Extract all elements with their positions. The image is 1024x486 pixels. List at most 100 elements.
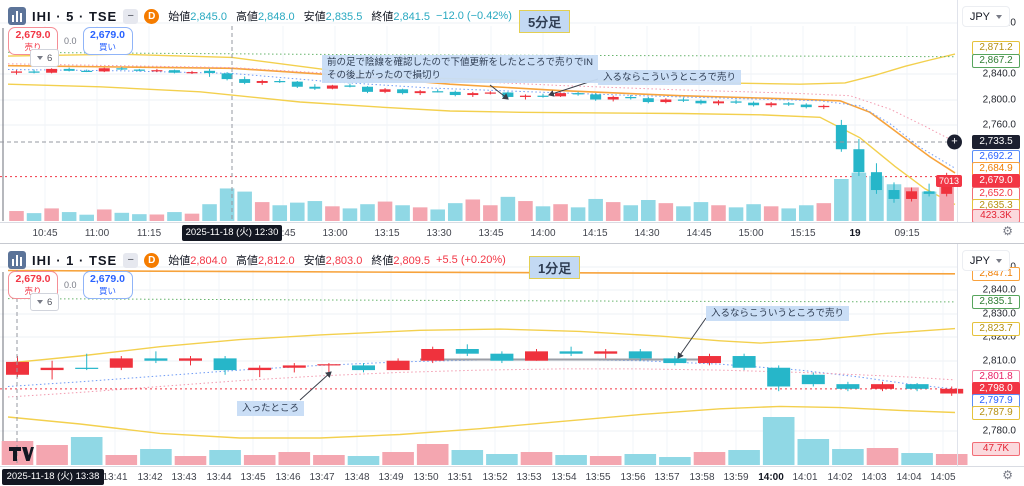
chart-panel-1min: 2,850.02,840.02,830.02,820.02,810.02,780…: [0, 243, 1024, 486]
price-tick: 2,760.0: [982, 119, 1016, 131]
ohlc-close: 終値2,809.5: [371, 255, 431, 267]
chevron-down-icon: [996, 258, 1002, 263]
symbol-title[interactable]: IHI · 5 · TSE: [32, 8, 118, 24]
indicators-collapse-pill[interactable]: 6: [30, 293, 60, 311]
volume-bars: [9, 172, 954, 221]
collapse-badge[interactable]: −: [123, 252, 139, 268]
symbol-legend: IHI · 1 · TSE − D 始値2,804.0 高値2,812.0 安値…: [8, 250, 506, 270]
time-label: 13:41: [102, 472, 128, 483]
currency-selector[interactable]: JPY: [961, 6, 1010, 27]
time-label: 14:04: [896, 472, 922, 483]
time-label: 13:59: [723, 472, 749, 483]
time-label: 13:47: [309, 472, 335, 483]
price-flag: 2,733.5: [972, 135, 1020, 149]
crosshair-time-badge: 2025-11-18 (火) 12:30: [182, 225, 282, 241]
ohlc-low: 安値2,835.5: [303, 11, 363, 23]
price-axis[interactable]: 2,850.02,840.02,830.02,820.02,810.02,780…: [957, 244, 1024, 466]
time-label: 14:15: [582, 228, 608, 239]
candlestick-chart-5min[interactable]: [0, 0, 1024, 243]
price-tick: 2,840.0: [982, 284, 1016, 296]
time-label: 13:51: [447, 472, 473, 483]
axis-settings-icon[interactable]: ⚙: [1002, 468, 1013, 482]
price-tick: 2,840.0: [982, 68, 1016, 80]
symbol-legend: IHI · 5 · TSE − D 始値2,845.0 高値2,848.0 安値…: [8, 6, 512, 26]
price-flag: 2,787.9: [972, 406, 1020, 420]
ma-green-dotted: [7, 298, 956, 303]
price-axis[interactable]: 2,920.02,840.02,800.02,760.02,871.22,867…: [935, 0, 1024, 223]
grid: [0, 266, 958, 465]
annotation-arrows: [299, 317, 707, 401]
grid: [0, 22, 958, 221]
time-label: 10:45: [32, 228, 58, 239]
time-label: 13:53: [516, 472, 542, 483]
time-label: 14:30: [634, 228, 660, 239]
band-lower-yellow: [7, 405, 956, 439]
time-label: 14:02: [827, 472, 853, 483]
time-label: 13:56: [620, 472, 646, 483]
price-flag: 2,871.2: [972, 41, 1020, 55]
axis-settings-icon[interactable]: ⚙: [1002, 224, 1013, 238]
annotation-note[interactable]: 前の足で陰線を確認したので下値更新をしたところで売りでIN その後上がったので損切…: [322, 55, 599, 83]
spread-value: 0.0: [64, 280, 77, 290]
order-widget: 2,679.0 売り 0.0 2,679.0 買い: [8, 27, 133, 55]
collapse-badge[interactable]: −: [123, 8, 139, 24]
time-label: 13:57: [654, 472, 680, 483]
ohlc-high: 高値2,848.0: [235, 11, 295, 23]
time-label: 13:49: [378, 472, 404, 483]
price-flag: 47.7K: [972, 442, 1020, 456]
time-label: 13:43: [171, 472, 197, 483]
price-tick: 2,800.0: [982, 94, 1016, 106]
symbol-code-tag: 7013: [935, 175, 962, 187]
crosshair: [0, 26, 958, 221]
time-label: 14:00: [530, 228, 556, 239]
interval-note-label[interactable]: 5分足: [519, 10, 571, 33]
currency-selector[interactable]: JPY: [961, 250, 1010, 271]
candles: [11, 66, 953, 203]
interval-d-badge[interactable]: D: [144, 8, 160, 24]
symbol-title[interactable]: IHI · 1 · TSE: [32, 252, 118, 268]
buy-button[interactable]: 2,679.0 買い: [82, 27, 133, 55]
time-label: 14:05: [930, 472, 956, 483]
candles: [6, 344, 964, 396]
time-label: 13:48: [344, 472, 370, 483]
buy-button[interactable]: 2,679.0 買い: [82, 271, 133, 299]
axis-plus-button[interactable]: +: [947, 134, 962, 150]
chart-panel-5min: 2,920.02,840.02,800.02,760.02,871.22,867…: [0, 0, 1024, 244]
time-label: 11:15: [136, 228, 162, 239]
annotation-note[interactable]: 入るならこういうところで売り: [598, 70, 742, 85]
annotation-note[interactable]: 入るならこういうところで売り: [706, 306, 850, 321]
time-label: 13:45: [240, 472, 266, 483]
candlestick-chart-1min[interactable]: [0, 244, 1024, 486]
time-label: 13:45: [478, 228, 504, 239]
time-label: 14:00: [758, 472, 784, 483]
time-label: 13:44: [206, 472, 232, 483]
price-tick: 2,810.0: [982, 355, 1016, 367]
chevron-down-icon: [37, 56, 43, 60]
time-label: 13:30: [426, 228, 452, 239]
tradingview-logo[interactable]: [8, 446, 34, 467]
ohlc-open: 始値2,804.0: [168, 255, 227, 267]
price-tick: 2,820.0: [982, 331, 1016, 343]
time-label: 13:58: [689, 472, 715, 483]
price-flag: 2,679.0: [972, 174, 1020, 188]
indicators-collapse-pill[interactable]: 6: [30, 49, 60, 67]
price-change: +5.5 (+0.20%): [436, 254, 506, 266]
interval-note-label[interactable]: 1分足: [529, 256, 581, 279]
ohlc-open: 始値2,845.0: [168, 11, 227, 23]
price-flag: 2,823.7: [972, 322, 1020, 336]
time-label: 13:54: [551, 472, 577, 483]
time-label: 11:00: [84, 228, 110, 239]
time-label: 12:45: [270, 228, 296, 239]
time-label: 13:50: [413, 472, 439, 483]
annotation-note[interactable]: 入ったところ: [237, 401, 305, 416]
time-label: 13:00: [322, 228, 348, 239]
time-label: 14:01: [792, 472, 818, 483]
time-axis[interactable]: 13:41 13:42 13:43 13:44 13:45 13:46 13:47 13:48…: [0, 466, 1024, 486]
price-flag: 423.3K: [972, 209, 1020, 223]
ohlc-close: 終値2,841.5: [371, 11, 431, 23]
chevron-down-icon: [996, 14, 1002, 19]
interval-d-badge[interactable]: D: [144, 252, 160, 268]
time-label: 14:03: [861, 472, 887, 483]
time-axis[interactable]: 10:45 11:00 11:15 12:45 13:00 13:15 13:30 13:45…: [0, 222, 1024, 244]
time-label: 09:15: [894, 228, 920, 239]
